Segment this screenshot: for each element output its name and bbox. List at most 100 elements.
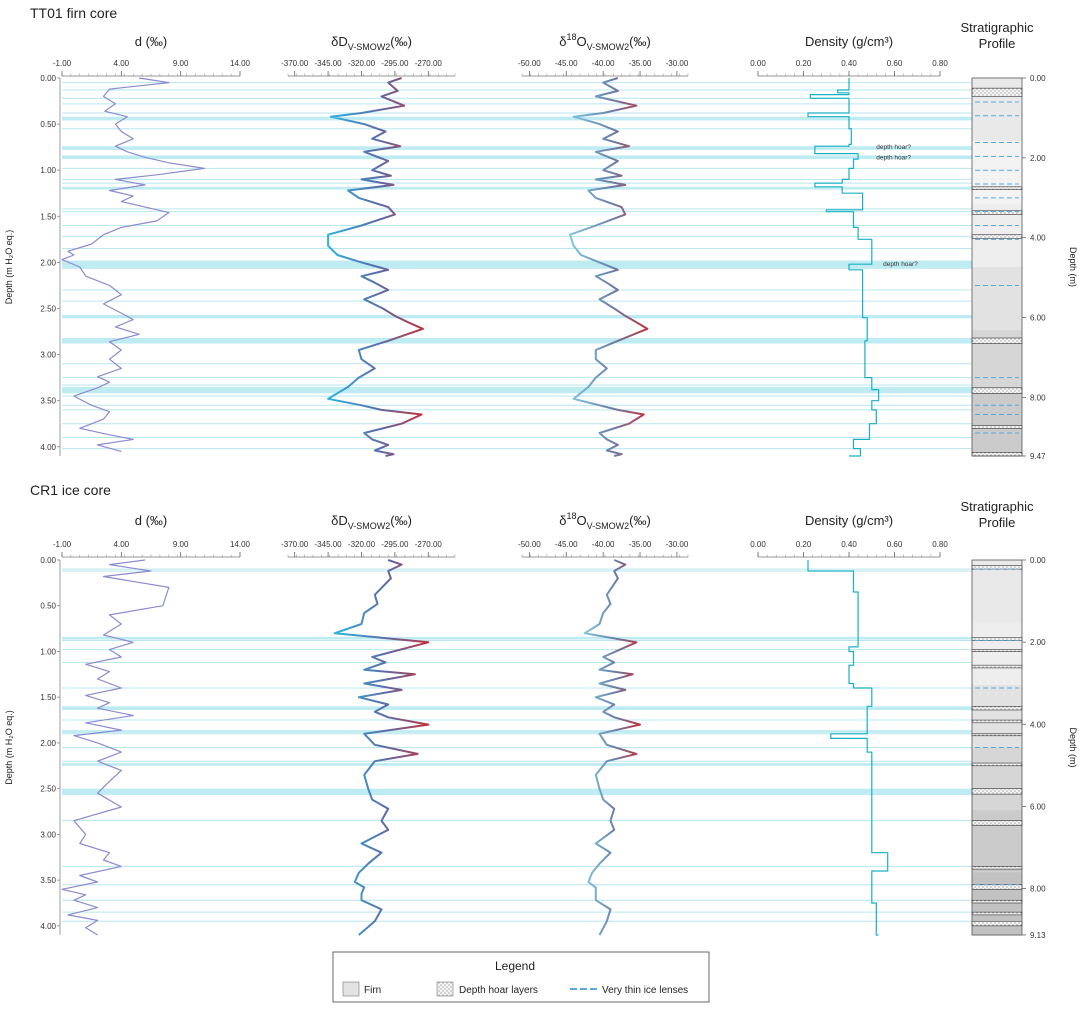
strat-hoar-layer (971, 664, 1023, 669)
x-tick-label: -270.00 (415, 540, 443, 549)
series-line-d18O (583, 559, 641, 936)
x-tick-label: -370.00 (281, 59, 309, 68)
x-tick-label: -345.00 (315, 540, 343, 549)
strat-hoar-layer (971, 387, 1023, 394)
right-tick-label: 8.00 (1030, 885, 1046, 894)
strat-firn-segment (972, 685, 1022, 748)
ice-lens-band (62, 730, 972, 733)
x-tick-label: -345.00 (315, 59, 343, 68)
x-tick-label: -35.00 (629, 540, 652, 549)
strat-firn-segment (972, 78, 1022, 142)
x-tick-label: -270.00 (415, 59, 443, 68)
x-tick-label: -295.00 (381, 540, 409, 549)
strat-hoar-layer (971, 719, 1023, 724)
x-tick-label: 9.00 (173, 540, 189, 549)
strat-hoar-layer (971, 452, 1023, 457)
y-tick-label: 2.50 (40, 785, 56, 794)
x-tick-label: -50.00 (518, 540, 541, 549)
legend-firn-label: Firn (364, 985, 381, 996)
ice-lens-band (62, 386, 972, 394)
x-tick-label: -320.00 (348, 59, 376, 68)
right-tick-label: 4.00 (1030, 720, 1046, 729)
x-tick-label: -295.00 (381, 59, 409, 68)
y-tick-label: 4.00 (40, 443, 56, 452)
strat-hoar-layer (971, 649, 1023, 652)
strat-hoar-layer (971, 820, 1023, 826)
series-line-dD (333, 559, 430, 936)
strat-hoar-layer (971, 706, 1023, 711)
ice-lens-band (62, 636, 972, 640)
y-tick-label: 1.50 (40, 693, 56, 702)
annotation-label: depth hoar? (876, 154, 911, 161)
right-tick-label: 0.00 (1030, 74, 1046, 83)
y-tick-label: 2.00 (40, 258, 56, 267)
strat-hoar-layer (971, 565, 1023, 570)
legend: Legend Firn Depth hoar layers Very thin ice… (332, 951, 710, 1003)
strat-hoar-layer (971, 337, 1023, 344)
right-tick-label: 4.00 (1030, 234, 1046, 243)
annotation-label: depth hoar? (876, 144, 911, 151)
series-line-dD (327, 77, 424, 457)
y-tick-label: 1.00 (40, 647, 56, 656)
panel-title: δDV-SMOW2(‰) (331, 513, 412, 531)
ice-lens-band (62, 337, 972, 344)
y-tick-label: 3.50 (40, 397, 56, 406)
strat-firn-segment (972, 141, 1022, 205)
x-tick-label: -370.00 (281, 540, 309, 549)
panel-title: δDV-SMOW2(‰) (331, 34, 412, 52)
legend-firn-swatch (342, 981, 360, 997)
right-axis-title: Depth (m) (1068, 247, 1078, 287)
legend-lens-label: Very thin ice lenses (602, 985, 688, 996)
y-axis-title: Depth (m H₂O eq.) (4, 230, 14, 305)
x-tick-label: 4.00 (114, 540, 130, 549)
panel-title: Density (g/cm³) (805, 34, 893, 49)
y-tick-label: 3.00 (40, 830, 56, 839)
x-tick-label: -30.00 (666, 59, 689, 68)
panel-title: δ18OV-SMOW2(‰) (559, 511, 651, 531)
x-tick-label: -45.00 (555, 59, 578, 68)
strat-hoar-layer (971, 733, 1023, 737)
strat-title-line2: Profile (979, 36, 1016, 51)
ice-lens-band (62, 186, 972, 190)
y-tick-label: 1.50 (40, 212, 56, 221)
strat-hoar-layer (971, 920, 1023, 927)
strat-column-frame (971, 559, 1023, 936)
x-tick-label: -1.00 (53, 540, 72, 549)
x-tick-label: 0.60 (887, 59, 903, 68)
core-title: CR1 ice core (30, 482, 111, 498)
annotation-label: depth hoar? (883, 261, 918, 268)
strat-hoar-layer (971, 234, 1023, 239)
x-tick-label: 0.20 (796, 59, 812, 68)
strat-firn-segment (972, 560, 1022, 623)
panel-title: Density (g/cm³) (805, 513, 893, 528)
ice-lens-band (62, 116, 972, 121)
right-tick-label: 2.00 (1030, 638, 1046, 647)
panel-title: d (‰) (135, 513, 168, 528)
series-line-d (61, 77, 205, 452)
x-tick-label: -35.00 (629, 59, 652, 68)
x-tick-label: 0.80 (932, 540, 948, 549)
right-tick-label: 9.13 (1030, 931, 1046, 940)
strat-column-frame (971, 77, 1023, 457)
y-tick-label: 3.00 (40, 351, 56, 360)
y-tick-label: 0.00 (40, 74, 56, 83)
strat-hoar-layer (971, 186, 1023, 190)
strat-title-line1: Stratigraphic (961, 20, 1034, 35)
ice-lens-band (62, 706, 972, 710)
x-tick-label: 4.00 (114, 59, 130, 68)
strat-title-line2: Profile (979, 515, 1016, 530)
series-line-d18O (569, 77, 649, 457)
y-axis-title: Depth (m H₂O eq.) (4, 710, 14, 785)
right-tick-label: 0.00 (1030, 556, 1046, 565)
strat-hoar-layer (971, 788, 1023, 795)
y-tick-label: 0.50 (40, 602, 56, 611)
ice-lens-band (62, 763, 972, 766)
x-tick-label: 0.80 (932, 59, 948, 68)
y-tick-label: 0.00 (40, 556, 56, 565)
x-tick-label: -320.00 (348, 540, 376, 549)
right-tick-label: 6.00 (1030, 802, 1046, 811)
strat-hoar-layer (971, 87, 1023, 97)
right-tick-label: 9.47 (1030, 452, 1046, 461)
tt01-core-figure: TT01 firn core 0.00 0.50 1.00 1.50 2.00 2.50 3.… (4, 5, 1078, 461)
